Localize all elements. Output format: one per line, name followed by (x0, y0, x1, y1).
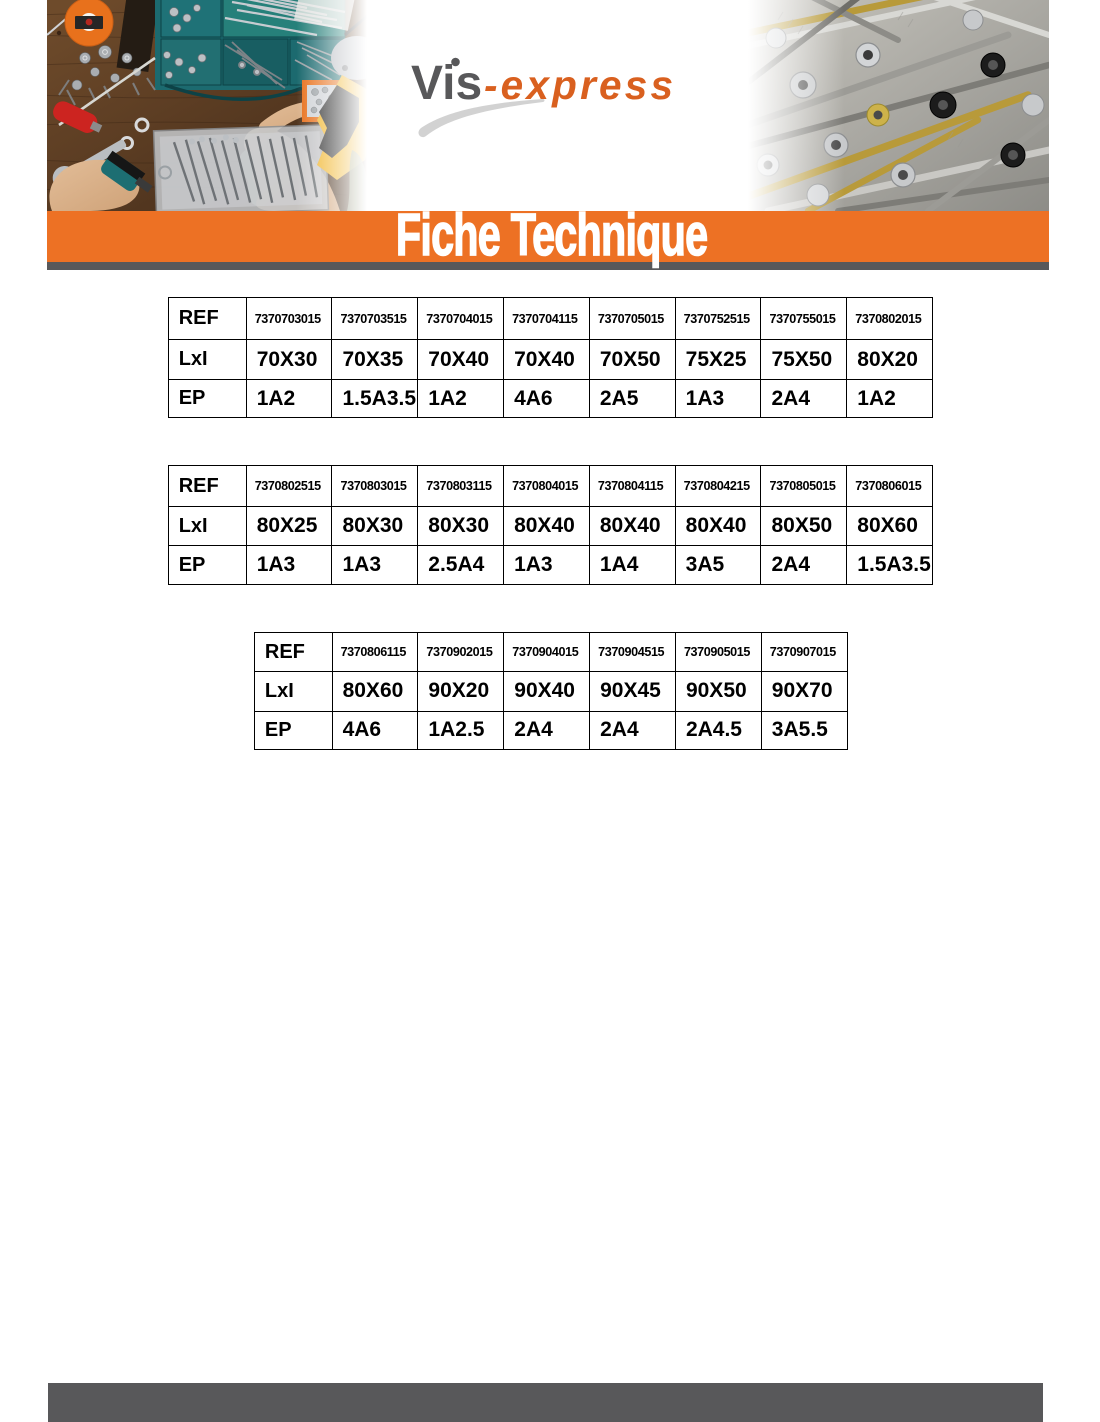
svg-text:Vis: Vis (411, 57, 482, 110)
svg-text:-express: -express (484, 62, 676, 108)
